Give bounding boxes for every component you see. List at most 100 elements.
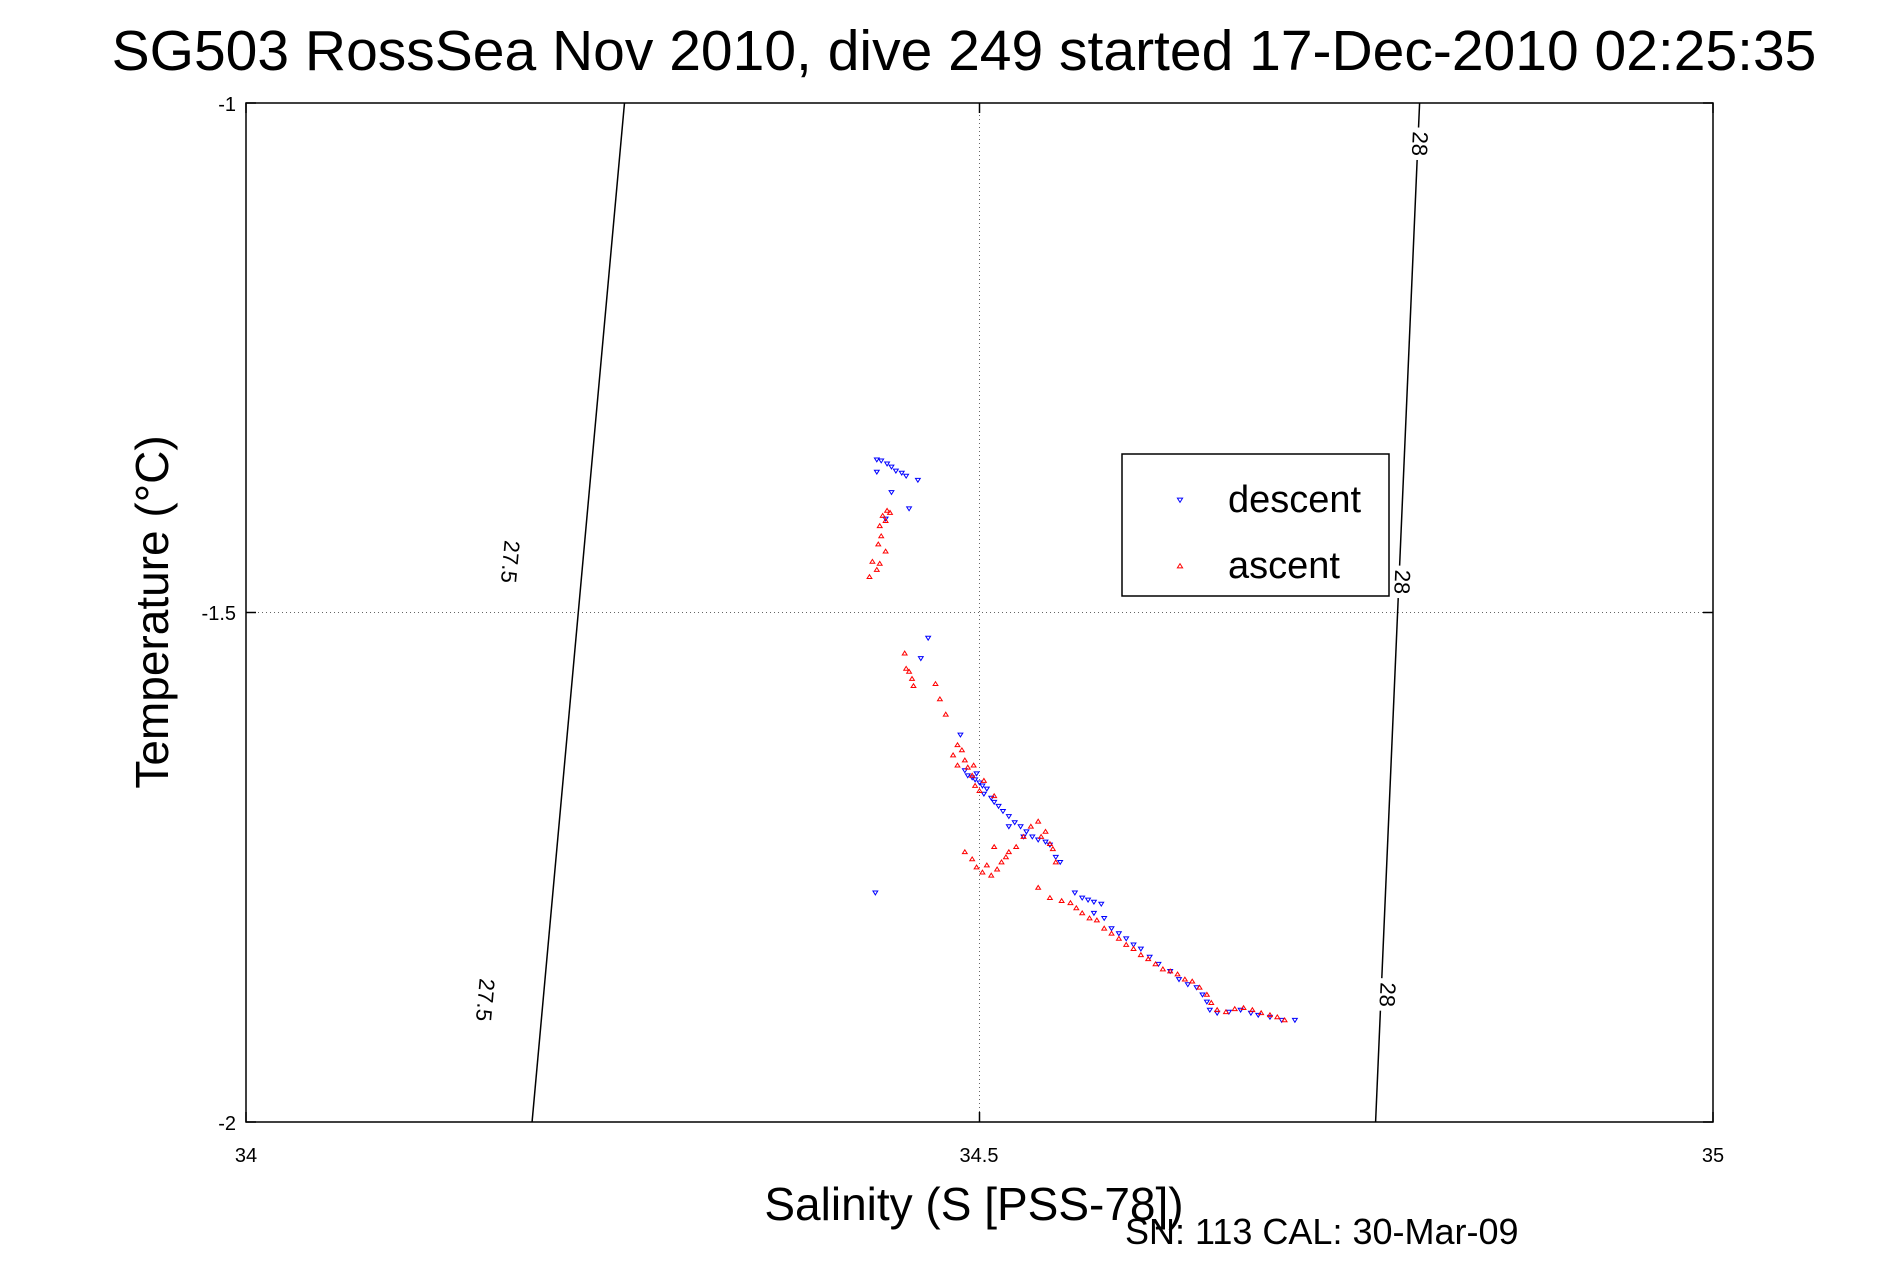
ascent-point: [949, 752, 957, 758]
descent-point: [973, 771, 980, 777]
ascent-point: [883, 507, 891, 513]
descent-point: [979, 783, 986, 789]
y-tick-label: -2: [218, 1113, 236, 1135]
ascent-point: [1159, 966, 1167, 972]
x-tick-label: 34.5: [960, 1145, 999, 1167]
descent-point: [888, 490, 895, 496]
contour-label: 27.5: [471, 977, 500, 1022]
descent-point: [1097, 901, 1105, 908]
descent-point: [971, 777, 979, 783]
ascent-point: [1052, 859, 1060, 865]
ascent-point: [980, 777, 988, 783]
ascent-point: [973, 864, 980, 870]
ascent-point: [932, 680, 939, 687]
legend: descent ascent: [1121, 453, 1390, 597]
descent-point: [1034, 837, 1042, 843]
descent-point: [987, 795, 995, 802]
descent-point: [1023, 829, 1030, 835]
descent-point: [1017, 824, 1024, 830]
x-tick-label: 34: [235, 1145, 257, 1167]
sensor-annotation: SN: 113 CAL: 30-Mar-09: [1125, 1211, 1519, 1252]
ascent-point: [1273, 1013, 1281, 1020]
descent-point: [1029, 834, 1036, 840]
ascent-point: [954, 762, 961, 768]
ascent-point: [1086, 915, 1093, 921]
ascent-point: [1257, 1009, 1265, 1016]
legend-marker-ascent-shape: [1176, 562, 1184, 569]
ascent-point: [970, 762, 977, 768]
ascent-point: [936, 696, 944, 702]
ascent-point: [910, 682, 917, 689]
tick-labels: 34 34.5 35 -1 -1.5 -2: [202, 94, 1725, 1167]
ascent-point: [1012, 843, 1020, 850]
descent-point: [877, 458, 885, 464]
ascent-point: [1166, 968, 1174, 974]
ascent-point: [1046, 840, 1054, 846]
descent-point: [1005, 814, 1013, 820]
descent-point: [898, 470, 906, 477]
ascent-point: [987, 872, 995, 878]
descent-point: [976, 780, 983, 786]
descent-point: [1084, 897, 1092, 903]
contour-label: 28: [1407, 131, 1433, 157]
ascent-point: [879, 512, 886, 518]
descent-point: [1078, 895, 1086, 901]
descent-point: [1122, 936, 1130, 942]
ascent-point: [1174, 971, 1181, 977]
density-contours: 27.5 27.5 28 28 28: [469, 102, 1435, 1123]
descent-point: [1237, 1007, 1244, 1014]
ascent-point: [942, 711, 950, 717]
ascent-point: [961, 848, 969, 855]
descent-point: [883, 461, 891, 467]
ascent-point: [983, 862, 991, 868]
descent-point: [983, 786, 991, 792]
descent-point: [1175, 977, 1183, 983]
ascent-point: [1231, 1005, 1239, 1012]
ascent-point: [1034, 818, 1042, 824]
contour-label: 28: [1389, 569, 1415, 595]
ascent-point: [1213, 1006, 1221, 1013]
y-axis-label: Temperature (°C): [126, 435, 178, 788]
ascent-point: [1188, 978, 1196, 984]
descent-point: [999, 809, 1007, 815]
ascent-point: [874, 541, 882, 547]
ascent-point: [1122, 941, 1130, 947]
descent-point: [980, 791, 988, 797]
ascent-point: [1240, 1004, 1247, 1011]
ascent-point: [882, 517, 889, 523]
plot-area: 27.5 27.5 28 28 28: [245, 102, 1714, 1123]
descent-point: [1184, 982, 1192, 988]
ascent-point: [964, 764, 972, 770]
descent-point: [990, 799, 998, 806]
ascent-point: [993, 866, 1001, 872]
legend-marker-descent: [1176, 497, 1184, 504]
ascent-point: [1078, 910, 1086, 916]
descent-point: [1115, 931, 1123, 937]
ascent-point: [1034, 884, 1042, 890]
chart-title: SG503 RossSea Nov 2010, dive 249 started…: [112, 19, 1817, 83]
descent-point: [1137, 946, 1145, 952]
descent-point: [1291, 1017, 1299, 1024]
x-tick-label: 35: [1702, 1145, 1724, 1167]
ascent-point: [1137, 951, 1145, 958]
descent-point: [1005, 824, 1013, 830]
ascent-point: [1049, 845, 1057, 852]
ascent-point: [1207, 999, 1215, 1005]
ascent-point: [1042, 828, 1049, 834]
ascent-point: [990, 843, 998, 850]
legend-marker-ascent: [1176, 562, 1184, 569]
descent-point: [1052, 854, 1060, 861]
descent-point: [1056, 859, 1064, 866]
ascent-point: [1067, 899, 1074, 906]
ascent-point: [1130, 945, 1137, 951]
contour-label: 28: [1375, 982, 1401, 1008]
ascent-point: [1266, 1011, 1274, 1018]
ascent-point: [1073, 904, 1080, 911]
contour-label: 27.5: [496, 539, 525, 584]
descent-point: [1100, 916, 1108, 922]
descent-point: [882, 516, 889, 522]
descent-point: [1254, 1012, 1262, 1019]
descent-point: [1266, 1014, 1274, 1021]
descent-point: [1090, 899, 1098, 905]
ascent-point: [1108, 930, 1115, 936]
